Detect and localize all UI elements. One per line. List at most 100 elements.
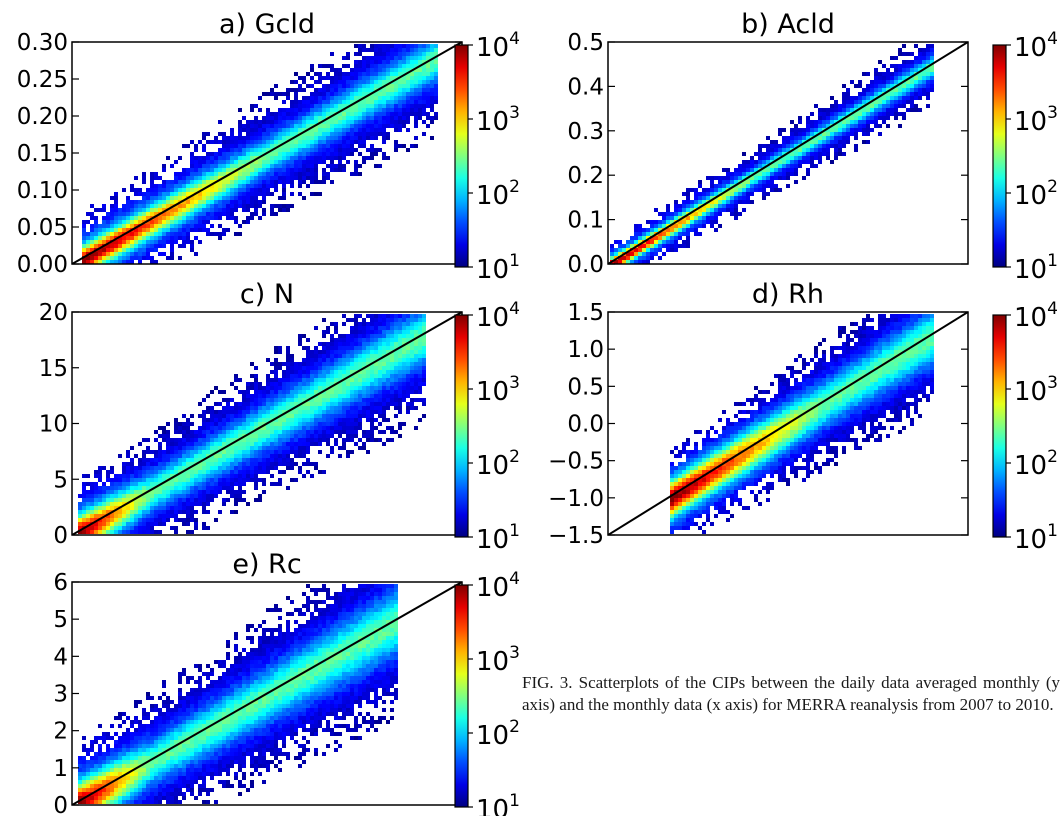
y-tick-label: 0.05 xyxy=(17,215,68,241)
density-cell xyxy=(350,120,354,124)
density-cell xyxy=(90,228,94,232)
density-cell xyxy=(82,506,86,510)
density-cell xyxy=(642,228,646,232)
density-cell xyxy=(170,248,174,252)
density-cell xyxy=(378,382,382,386)
density-cell xyxy=(214,462,218,466)
density-cell xyxy=(330,100,334,104)
density-cell xyxy=(326,112,330,116)
density-cell xyxy=(202,490,206,494)
density-cell xyxy=(358,116,362,120)
density-cell xyxy=(390,108,394,112)
density-cell xyxy=(198,208,202,212)
density-cell xyxy=(206,454,210,458)
density-cell xyxy=(358,386,362,390)
density-cell xyxy=(814,164,818,168)
density-cell xyxy=(122,530,126,534)
density-cell xyxy=(122,494,126,498)
density-cell xyxy=(138,256,142,260)
density-cell xyxy=(266,402,270,406)
density-cell xyxy=(290,446,294,450)
density-cell xyxy=(250,200,254,204)
density-cell xyxy=(810,112,814,116)
density-cell xyxy=(290,156,294,160)
density-cell xyxy=(378,402,382,406)
density-cell xyxy=(378,346,382,350)
density-cell xyxy=(138,478,142,482)
density-cell xyxy=(130,184,134,188)
density-cell xyxy=(878,100,882,104)
density-cell xyxy=(386,322,390,326)
density-cell xyxy=(754,184,758,188)
density-cell xyxy=(86,212,90,216)
density-cell xyxy=(198,498,202,502)
density-cell xyxy=(82,514,86,518)
density-cell xyxy=(158,530,162,534)
density-cell xyxy=(278,478,282,482)
density-cell xyxy=(686,192,690,196)
density-cell xyxy=(110,470,114,474)
density-cell xyxy=(274,136,278,140)
density-cell xyxy=(646,244,650,248)
density-cell xyxy=(162,224,166,228)
density-cell xyxy=(770,156,774,160)
density-cell xyxy=(302,402,306,406)
density-cell xyxy=(370,358,374,362)
density-cell xyxy=(246,390,250,394)
density-cell xyxy=(398,410,402,414)
density-cell xyxy=(242,394,246,398)
density-cell xyxy=(202,486,206,490)
density-cell xyxy=(198,478,202,482)
density-cell xyxy=(234,148,238,152)
density-cell xyxy=(426,72,430,76)
density-cell xyxy=(394,80,398,84)
density-cell xyxy=(618,248,622,252)
density-cell xyxy=(126,244,130,248)
density-cell xyxy=(382,406,386,410)
density-cell xyxy=(162,466,166,470)
density-cell xyxy=(846,88,850,92)
density-cell xyxy=(746,192,750,196)
density-cell xyxy=(866,104,870,108)
density-cell xyxy=(350,402,354,406)
density-cell xyxy=(638,244,642,248)
density-cell xyxy=(426,88,430,92)
density-cell xyxy=(866,124,870,128)
density-cell xyxy=(790,152,794,156)
density-cell xyxy=(394,72,398,76)
density-cell xyxy=(666,232,670,236)
density-cell xyxy=(230,494,234,498)
density-cell xyxy=(122,522,126,526)
density-cell xyxy=(106,498,110,502)
density-cell xyxy=(222,180,226,184)
density-cell xyxy=(370,72,374,76)
density-cell xyxy=(238,410,242,414)
density-cell xyxy=(222,438,226,442)
density-cell xyxy=(126,224,130,228)
density-cell xyxy=(362,160,366,164)
density-cell xyxy=(350,88,354,92)
density-cell xyxy=(394,362,398,366)
density-cell xyxy=(310,144,314,148)
density-cell xyxy=(334,108,338,112)
density-cell xyxy=(398,386,402,390)
density-cell xyxy=(358,112,362,116)
density-cell xyxy=(354,322,358,326)
density-cell xyxy=(210,494,214,498)
density-cell xyxy=(118,232,122,236)
density-cell xyxy=(322,88,326,92)
density-cell xyxy=(330,386,334,390)
density-cell xyxy=(294,410,298,414)
density-cell xyxy=(86,220,90,224)
density-cell xyxy=(402,370,406,374)
density-cell xyxy=(226,486,230,490)
density-cell xyxy=(298,124,302,128)
density-cell xyxy=(298,398,302,402)
density-cell xyxy=(278,406,282,410)
density-cell xyxy=(234,410,238,414)
density-cell xyxy=(130,490,134,494)
density-cell xyxy=(694,220,698,224)
density-cell xyxy=(190,216,194,220)
colorbar-tick-label: 102 xyxy=(1014,177,1058,211)
density-cell xyxy=(94,490,98,494)
